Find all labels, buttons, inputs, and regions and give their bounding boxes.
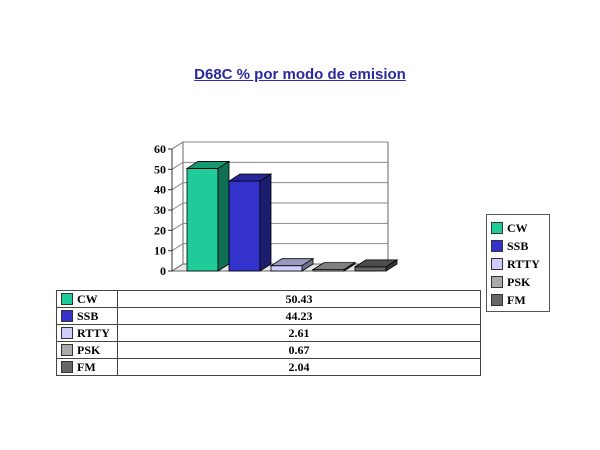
y-tick-label: 30 xyxy=(154,203,166,217)
row-label: RTTY xyxy=(77,325,110,340)
legend-item: CW xyxy=(491,219,549,237)
gridline-side xyxy=(171,243,184,252)
value-cell: 50.43 xyxy=(117,290,481,308)
y-tick-label: 40 xyxy=(154,183,166,197)
value-cell: 44.23 xyxy=(117,307,481,325)
row-label: PSK xyxy=(77,342,101,357)
gridline-side xyxy=(171,202,184,211)
row-swatch xyxy=(61,344,73,357)
legend-label: CW xyxy=(507,220,528,235)
legend-item: FM xyxy=(491,291,549,309)
bar-side xyxy=(217,160,230,272)
row-label: SSB xyxy=(77,308,99,323)
bar-psk xyxy=(311,261,357,272)
gridline-side xyxy=(171,182,184,191)
legend-item: PSK xyxy=(491,273,549,291)
row-swatch xyxy=(61,327,73,340)
legend-item: SSB xyxy=(491,237,549,255)
legend-label: FM xyxy=(507,292,526,307)
bar-side xyxy=(343,261,356,272)
bar-ssb xyxy=(227,173,273,272)
value-cell: 0.67 xyxy=(117,341,481,359)
row-swatch xyxy=(61,293,73,306)
y-tick-label: 50 xyxy=(154,162,166,176)
series-name-cell: CW xyxy=(56,290,118,308)
gridline-side xyxy=(171,141,184,150)
y-tick-label: 60 xyxy=(154,142,166,156)
legend-label: SSB xyxy=(507,238,529,253)
bar-rtty xyxy=(269,257,315,272)
legend-label: RTTY xyxy=(507,256,540,271)
bars xyxy=(185,160,399,272)
value-cell: 2.04 xyxy=(117,358,481,376)
bar-side xyxy=(385,259,398,272)
chart-title: D68C % por modo de emision xyxy=(194,66,406,83)
bar-side xyxy=(259,173,272,272)
series-name-cell: SSB xyxy=(56,307,118,325)
table-row: RTTY 2.61 xyxy=(56,324,481,342)
legend: CW SSB RTTY PSK FM xyxy=(486,214,550,312)
row-label: FM xyxy=(77,359,96,374)
legend-swatch xyxy=(491,294,503,306)
legend-swatch xyxy=(491,222,503,234)
bar-front xyxy=(270,265,303,272)
row-swatch xyxy=(61,361,73,374)
gridline-side xyxy=(171,222,184,231)
series-name-cell: PSK xyxy=(56,341,118,359)
legend-swatch xyxy=(491,276,503,288)
legend-swatch xyxy=(491,258,503,270)
series-name-cell: RTTY xyxy=(56,324,118,342)
y-axis: 0 10 20 30 40 50 60 xyxy=(154,142,173,278)
y-tick-label: 0 xyxy=(160,264,166,278)
table-row: SSB 44.23 xyxy=(56,307,481,325)
y-tick-label: 10 xyxy=(154,244,166,258)
bar-front xyxy=(186,168,219,272)
legend-swatch xyxy=(491,240,503,252)
row-swatch xyxy=(61,310,73,323)
table-row: FM 2.04 xyxy=(56,358,481,376)
value-cell: 2.61 xyxy=(117,324,481,342)
row-label: CW xyxy=(77,291,98,306)
series-name-cell: FM xyxy=(56,358,118,376)
data-table: CW 50.43 SSB 44.23 RTTY 2.61 PSK 0.67 FM 2.04 xyxy=(56,290,481,376)
bar-front xyxy=(354,266,387,272)
table-row: CW 50.43 xyxy=(56,290,481,308)
bar-side xyxy=(301,257,314,272)
legend-label: PSK xyxy=(507,274,531,289)
gridline-side xyxy=(171,161,184,170)
bar-fm xyxy=(353,259,399,272)
y-tick-label: 20 xyxy=(154,223,166,237)
bar-front xyxy=(228,180,261,272)
table-row: PSK 0.67 xyxy=(56,341,481,359)
legend-item: RTTY xyxy=(491,255,549,273)
bar-cw xyxy=(185,160,231,272)
